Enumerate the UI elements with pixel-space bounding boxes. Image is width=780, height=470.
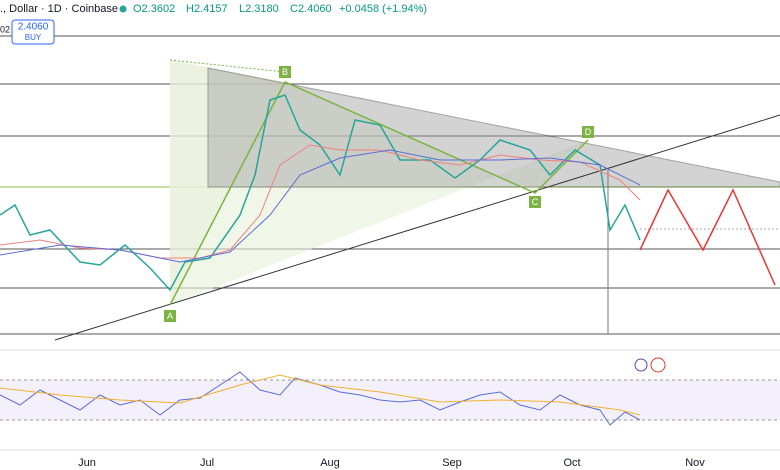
pattern-fill-left: [170, 60, 285, 305]
triangle-zone: [207, 67, 780, 188]
buy-price[interactable]: 2.4060: [18, 22, 49, 33]
header: ., Dollar · 1D · Coinbase O2.3602 H2.415…: [0, 3, 427, 34]
x-tick-label: Aug: [320, 457, 340, 469]
symbol: ., Dollar · 1D · Coinbase: [0, 3, 118, 15]
x-axis: Jun Jul Aug Sep Oct Nov: [78, 457, 705, 469]
x-tick-label: Nov: [685, 457, 705, 469]
ma-slow: [0, 149, 641, 263]
ohlc-close: C2.4060: [290, 3, 332, 15]
pattern-labels: A B C D: [164, 66, 594, 322]
projection: [639, 188, 776, 286]
ohlc-high: H2.4157: [186, 3, 228, 15]
rsi-ma: [0, 374, 641, 416]
point-label: C: [532, 197, 539, 207]
x-tick-label: Oct: [563, 457, 580, 469]
xabcd-line: [169, 81, 589, 306]
buy-label[interactable]: BUY: [25, 33, 42, 42]
x-tick-label: Jul: [200, 457, 214, 469]
point-label: B: [282, 67, 288, 77]
rsi-line: [0, 371, 641, 426]
point-label: D: [585, 127, 592, 137]
rsi-pane: [0, 349, 780, 426]
price-path: [0, 94, 641, 292]
buy-button[interactable]: 2.4060 BUY: [11, 19, 55, 45]
x-tick-label: Jun: [78, 457, 96, 469]
x-tick-label: Sep: [442, 457, 462, 469]
ohlc-low: L2.3180: [239, 3, 279, 15]
ohlc-open: O2.3602: [133, 3, 175, 15]
edge-label: 02: [0, 24, 10, 34]
point-label: A: [167, 311, 173, 321]
pattern-fill: [170, 82, 588, 305]
trendline: [54, 114, 780, 341]
change: +0.0458 (+1.94%): [339, 3, 427, 15]
